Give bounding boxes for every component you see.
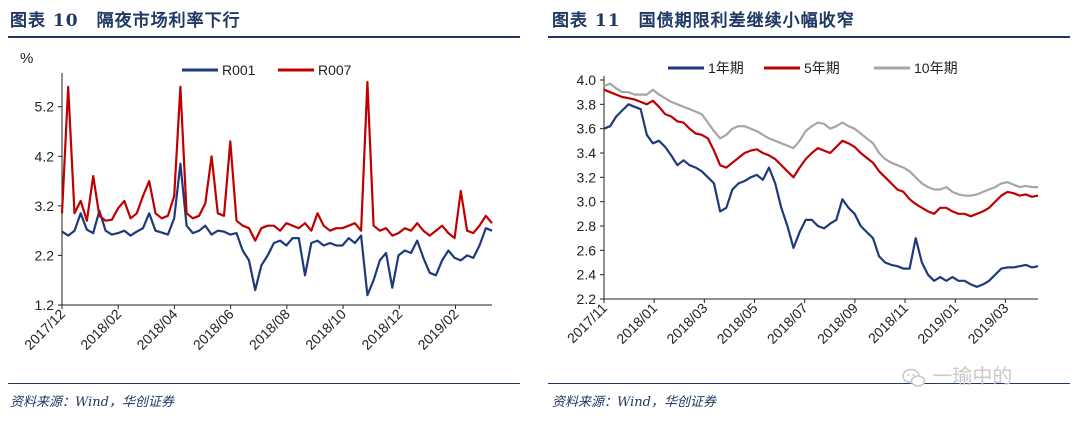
x-tick-label: 2018/10 xyxy=(302,306,349,353)
chart-panel-right: 图表 11 国债期限利差继续小幅收窄 2.2 2.4 2.6 2.8 3.0 3.2 3.4… xyxy=(548,0,1076,421)
legend-label: 10年期 xyxy=(914,60,958,76)
x-tick-label: 2019/01 xyxy=(914,300,961,347)
y-tick-label: 2.8 xyxy=(577,218,597,234)
source-rule xyxy=(8,383,520,384)
series-line-2 xyxy=(60,80,493,242)
chart-panel-left: 图表 10 隔夜市场利率下行 % 1.2 2.2 3.2 4.2 5.2 2017/12 20… xyxy=(0,0,522,421)
y-tick-label: 4.2 xyxy=(35,148,55,164)
y-tick-label: 3.8 xyxy=(577,96,597,112)
x-tick-label: 2018/06 xyxy=(190,306,237,353)
x-tick-label: 2018/03 xyxy=(663,300,710,347)
y-tick-label: 2.2 xyxy=(35,247,55,263)
legend-label: 5年期 xyxy=(804,60,840,76)
x-tick-label: 2018/09 xyxy=(814,300,861,347)
y-tick-label: 1.2 xyxy=(35,297,55,313)
y-tick-label: 2.2 xyxy=(577,291,597,307)
watermark-text: 一瑜中的 xyxy=(932,364,1013,388)
y-tick-label: 3.4 xyxy=(577,145,597,161)
chart-title: 图表 10 隔夜市场利率下行 xyxy=(10,11,241,31)
y-tick-label: 3.0 xyxy=(577,194,597,210)
y-tick-label: 4.0 xyxy=(577,72,597,88)
x-tick-label: 2018/11 xyxy=(865,300,912,347)
y-tick-label: 5.2 xyxy=(35,99,55,115)
y-unit-label: % xyxy=(20,50,33,67)
x-tick-label: 2018/12 xyxy=(358,306,405,353)
y-tick-label: 3.6 xyxy=(577,121,597,137)
y-tick-label: 3.2 xyxy=(577,169,597,185)
series-line-1 xyxy=(603,103,1039,288)
x-tick-label: 2018/07 xyxy=(764,300,811,347)
series-line-3 xyxy=(603,82,1038,197)
x-tick-label: 2019/02 xyxy=(414,306,461,353)
x-tick-label: 2019/03 xyxy=(964,300,1011,347)
y-tick-label: 3.2 xyxy=(35,198,55,214)
legend-label: R001 xyxy=(222,62,256,78)
watermark: 一瑜中的 xyxy=(902,360,1012,389)
y-tick-label: 2.6 xyxy=(577,242,597,258)
series-line-1 xyxy=(61,162,493,297)
x-tick-label: 2018/02 xyxy=(77,306,124,353)
x-tick-label: 2018/08 xyxy=(246,306,293,353)
x-tick-label: 2018/05 xyxy=(714,300,761,347)
source-note: 资料来源：Wind，华创证券 xyxy=(552,395,716,410)
wechat-icon xyxy=(902,368,926,388)
x-tick-label: 2018/01 xyxy=(613,300,660,347)
title-rule xyxy=(8,36,520,38)
series-line-2 xyxy=(603,88,1039,218)
source-rule xyxy=(548,383,1070,384)
y-tick-label: 2.4 xyxy=(577,267,597,283)
legend-label: R007 xyxy=(318,62,352,78)
x-tick-label: 2018/04 xyxy=(133,306,180,353)
title-rule xyxy=(548,36,1070,38)
legend-label: 1年期 xyxy=(708,60,744,76)
source-note: 资料来源：Wind，华创证券 xyxy=(10,395,174,410)
chart-title: 图表 11 国债期限利差继续小幅收窄 xyxy=(552,11,855,31)
